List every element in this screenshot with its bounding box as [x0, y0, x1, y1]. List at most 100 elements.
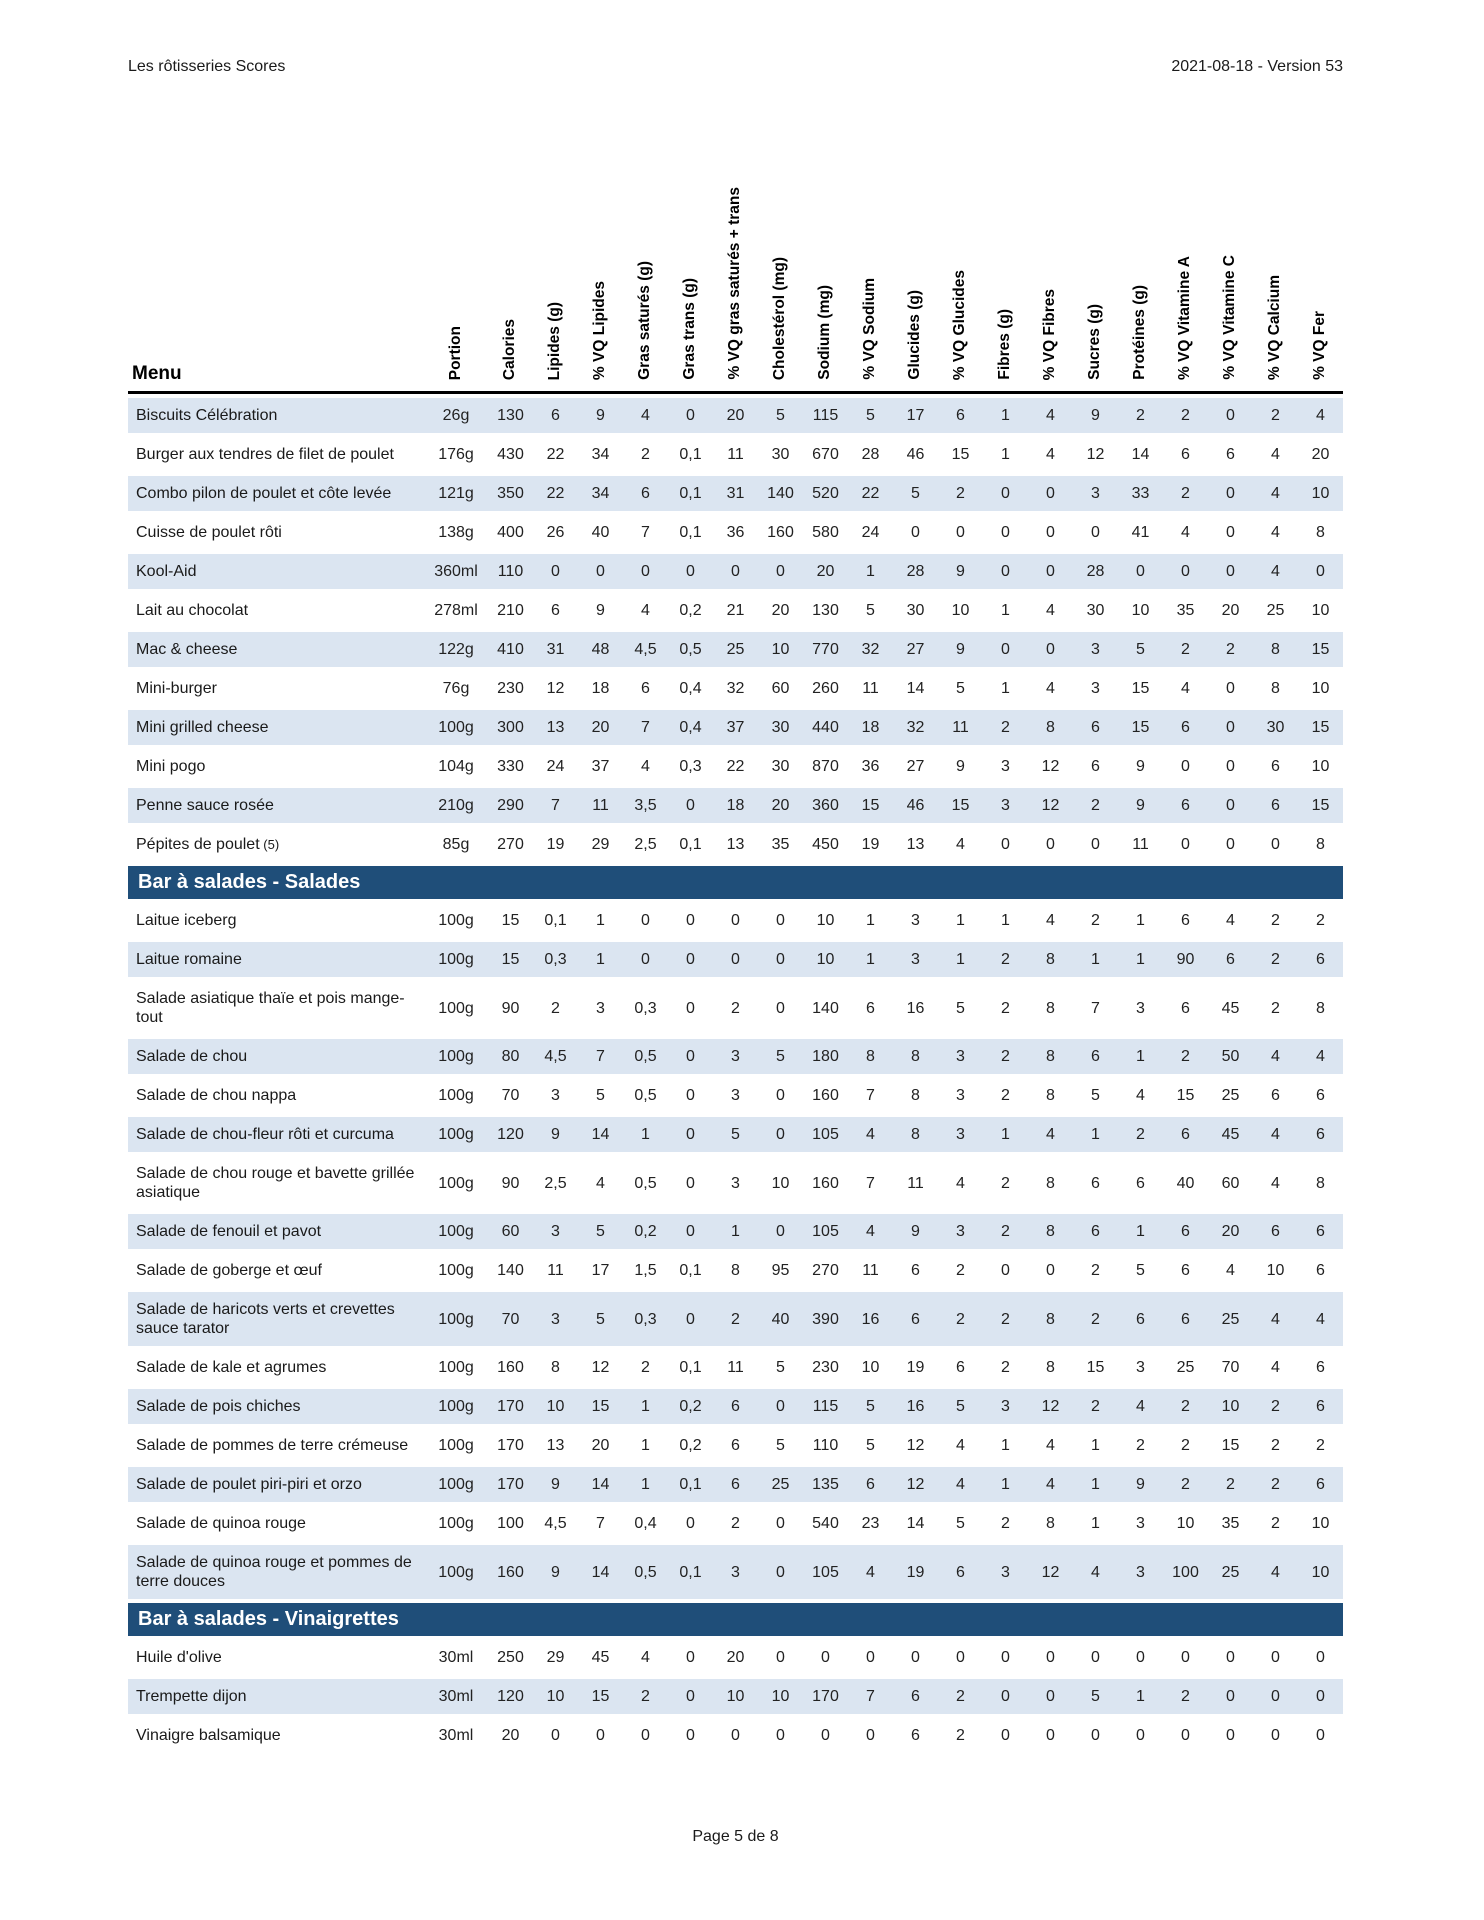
section-header-row: Bar à salades - Vinaigrettes	[128, 1603, 1343, 1636]
nutrition-value: 230	[497, 680, 524, 697]
nutrition-value: 0	[983, 476, 1028, 511]
nutrition-value: 31	[713, 476, 758, 511]
nutrition-value: 360	[803, 788, 848, 823]
nutrition-value: 15	[1298, 710, 1343, 745]
nutrition-value: 1	[866, 912, 875, 929]
nutrition-value: 0	[776, 1515, 785, 1532]
nutrition-value: 0	[1208, 788, 1253, 823]
nutrition-value: 7	[596, 1515, 605, 1532]
document-version: 2021-08-18 - Version 53	[1171, 58, 1343, 75]
nutrition-value: 115	[803, 1389, 848, 1424]
nutrition-value: 14	[906, 1515, 925, 1532]
nutrition-value: 9	[893, 1214, 938, 1249]
nutrition-value: 4	[1028, 1467, 1073, 1502]
nutrition-value: 12	[906, 1437, 925, 1454]
nutrition-value: 1	[1118, 942, 1163, 977]
nutrition-value: 10	[713, 1679, 758, 1714]
nutrition-value: 29	[591, 836, 610, 853]
nutrition-value: 6	[1073, 1214, 1118, 1249]
nutrition-value: 0,1	[668, 476, 713, 511]
nutrition-value: 4	[623, 398, 668, 433]
nutrition-value: 160	[497, 1359, 524, 1376]
nutrition-value: 8	[1028, 1292, 1073, 1346]
nutrition-value: 6	[1298, 1214, 1343, 1249]
nutrition-value: 11	[547, 1262, 564, 1279]
nutrition-value: 0	[776, 1727, 785, 1744]
menu-item-name: Mini-burger	[136, 680, 217, 697]
nutrition-value: 13	[906, 836, 925, 853]
menu-item-name: Combo pilon de poulet et côte levée	[128, 476, 424, 511]
nutrition-value: 19	[546, 836, 565, 853]
column-header: Fibres (g)	[983, 154, 1028, 394]
nutrition-value: 770	[803, 632, 848, 667]
nutrition-value: 4	[956, 1174, 965, 1192]
nutrition-value: 18	[848, 710, 893, 745]
nutrition-value: 0	[1208, 710, 1253, 745]
nutrition-value: 0	[641, 1727, 650, 1744]
nutrition-value: 100g	[424, 1039, 488, 1074]
nutrition-value: 1	[596, 912, 605, 929]
nutrition-value: 0,2	[679, 1437, 702, 1454]
nutrition-value: 4	[1136, 1087, 1145, 1104]
nutrition-value: 160	[812, 1174, 839, 1192]
table-row: Salade de kale et agrumes 100g 160 8 12 2 0,1 1…	[128, 1350, 1343, 1385]
column-header-label: Gras saturés (g)	[636, 261, 654, 380]
table-row: Mini grilled cheese 100g 300 13 20 7 0,4 37 30 44…	[128, 710, 1343, 745]
nutrition-value: 0,1	[679, 446, 702, 463]
nutrition-value: 10	[861, 1359, 880, 1376]
nutrition-value: 28	[893, 554, 938, 589]
column-header: Protéines (g)	[1118, 154, 1163, 394]
nutrition-value: 12	[546, 680, 565, 697]
nutrition-value: 360ml	[424, 554, 488, 589]
nutrition-value: 210g	[424, 788, 488, 823]
nutrition-value: 8	[1316, 524, 1325, 541]
nutrition-value: 0	[1046, 836, 1055, 853]
nutrition-value: 14	[906, 680, 925, 697]
nutrition-value: 20	[758, 788, 803, 823]
table-row: Salade de chou 100g 80 4,5 7 0,5 0 3 5 180 8 8 3 2 8 6 1…	[128, 1039, 1343, 1074]
table-row: Salade de haricots verts et crevettes sa…	[128, 1292, 1343, 1346]
nutrition-value: 3	[731, 1174, 740, 1192]
nutrition-value: 140	[812, 999, 839, 1017]
menu-item-name: Lait au chocolat	[136, 602, 249, 619]
nutrition-value: 3	[1091, 680, 1100, 697]
column-header: Portion	[424, 154, 488, 394]
nutrition-value: 31	[533, 632, 578, 667]
nutrition-value: 440	[803, 710, 848, 745]
nutrition-value: 76g	[442, 680, 470, 697]
menu-item-name: Penne sauce rosée	[128, 788, 424, 823]
nutrition-value: 8	[1028, 942, 1073, 977]
column-header-label: % VQ Vitamine A	[1176, 255, 1194, 380]
table-row: Salade de quinoa rouge 100g 100 4,5 7 0,4 0 2 0 5…	[128, 1506, 1343, 1541]
nutrition-value: 0,4	[668, 710, 713, 745]
table-row: Salade de pois chiches 100g 170 10 15 1 0,2 6 0 1…	[128, 1389, 1343, 1424]
column-header: Cholestérol (mg)	[758, 154, 803, 394]
nutrition-value: 4	[641, 758, 650, 775]
column-header: Gras saturés (g)	[623, 154, 668, 394]
nutrition-value: 8	[551, 1359, 560, 1376]
nutrition-value: 5	[776, 1359, 785, 1376]
nutrition-value: 2	[983, 1292, 1028, 1346]
nutrition-value: 1	[623, 1467, 668, 1502]
nutrition-value: 4	[1271, 1359, 1280, 1376]
section-header: Bar à salades - Salades	[128, 866, 1343, 899]
nutrition-value: 5	[956, 1515, 965, 1532]
column-header-label: Lipides (g)	[546, 301, 564, 380]
nutrition-value: 6	[1163, 1117, 1208, 1152]
table-row: Laitue romaine 100g 15 0,3 1 0 0 0 0 10 1 3 1 2 8 1 1 90 6…	[128, 942, 1343, 977]
nutrition-value: 11	[862, 680, 879, 697]
nutrition-value: 3	[956, 1087, 965, 1104]
nutrition-value: 3	[596, 999, 605, 1017]
nutrition-value: 100g	[438, 999, 474, 1017]
nutrition-value: 110	[488, 554, 533, 589]
nutrition-value: 40	[591, 524, 610, 541]
nutrition-value: 1	[983, 398, 1028, 433]
nutrition-value: 3	[938, 1117, 983, 1152]
table-row: Salade asiatique thaïe et pois mange-tou…	[128, 981, 1343, 1035]
nutrition-value: 0,4	[679, 680, 702, 697]
nutrition-value: 2	[1208, 1467, 1253, 1502]
nutrition-value: 6	[1163, 1292, 1208, 1346]
nutrition-value: 0	[866, 1727, 875, 1744]
nutrition-value: 27	[906, 758, 925, 775]
nutrition-value: 9	[596, 602, 605, 619]
